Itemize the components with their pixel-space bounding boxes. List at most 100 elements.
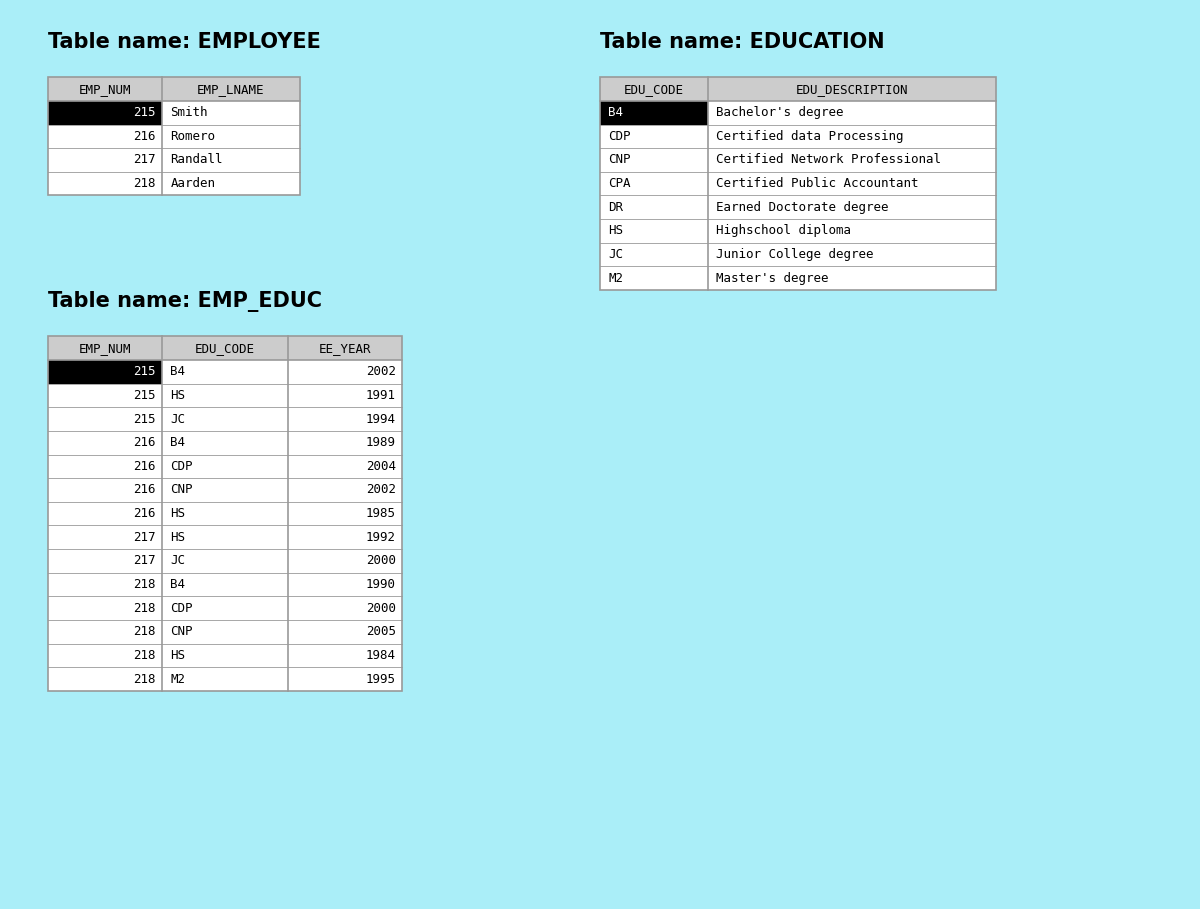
- Bar: [600, 101, 708, 125]
- Text: CNP: CNP: [170, 484, 193, 496]
- Bar: [162, 549, 288, 573]
- Text: Table name: EDUCATION: Table name: EDUCATION: [600, 32, 884, 52]
- Text: B4: B4: [608, 106, 624, 119]
- Text: 2002: 2002: [366, 365, 396, 378]
- Text: 218: 218: [133, 649, 156, 662]
- Text: Highschool diploma: Highschool diploma: [716, 225, 852, 237]
- Text: Master's degree: Master's degree: [716, 272, 829, 285]
- Bar: [288, 407, 402, 431]
- Text: B4: B4: [170, 365, 186, 378]
- Bar: [600, 243, 708, 266]
- Bar: [48, 407, 162, 431]
- Bar: [48, 148, 162, 172]
- Text: DR: DR: [608, 201, 624, 214]
- Bar: [48, 478, 162, 502]
- Bar: [708, 266, 996, 290]
- Text: HS: HS: [170, 531, 186, 544]
- Bar: [48, 502, 162, 525]
- Bar: [48, 336, 402, 360]
- Text: B4: B4: [170, 436, 186, 449]
- Bar: [708, 243, 996, 266]
- Text: 1994: 1994: [366, 413, 396, 425]
- Text: HS: HS: [170, 649, 186, 662]
- Text: EMP_NUM: EMP_NUM: [79, 83, 131, 95]
- Bar: [162, 125, 300, 148]
- Text: CDP: CDP: [170, 460, 193, 473]
- Text: 1985: 1985: [366, 507, 396, 520]
- Bar: [48, 667, 162, 691]
- Text: Earned Doctorate degree: Earned Doctorate degree: [716, 201, 889, 214]
- Text: M2: M2: [608, 272, 624, 285]
- Text: Certified data Processing: Certified data Processing: [716, 130, 904, 143]
- Text: 215: 215: [133, 365, 156, 378]
- Text: 216: 216: [133, 460, 156, 473]
- Bar: [48, 336, 402, 691]
- Bar: [162, 148, 300, 172]
- Text: 2005: 2005: [366, 625, 396, 638]
- Bar: [288, 478, 402, 502]
- Text: JC: JC: [170, 554, 186, 567]
- Text: 217: 217: [133, 154, 156, 166]
- Bar: [48, 573, 162, 596]
- Bar: [162, 596, 288, 620]
- Text: 216: 216: [133, 484, 156, 496]
- Text: 218: 218: [133, 177, 156, 190]
- Text: 1984: 1984: [366, 649, 396, 662]
- Text: 218: 218: [133, 625, 156, 638]
- Bar: [162, 454, 288, 478]
- Text: EMP_LNAME: EMP_LNAME: [197, 83, 265, 95]
- Bar: [162, 644, 288, 667]
- Text: HS: HS: [170, 507, 186, 520]
- Text: CNP: CNP: [170, 625, 193, 638]
- Text: 215: 215: [133, 389, 156, 402]
- Text: EDU_CODE: EDU_CODE: [624, 83, 684, 95]
- Text: Certified Public Accountant: Certified Public Accountant: [716, 177, 919, 190]
- Bar: [48, 384, 162, 407]
- Text: Romero: Romero: [170, 130, 216, 143]
- Bar: [48, 454, 162, 478]
- Text: 217: 217: [133, 531, 156, 544]
- Bar: [162, 478, 288, 502]
- Bar: [288, 525, 402, 549]
- Bar: [48, 431, 162, 454]
- Text: 217: 217: [133, 554, 156, 567]
- Bar: [162, 407, 288, 431]
- Bar: [48, 77, 300, 195]
- Text: 1995: 1995: [366, 673, 396, 685]
- Text: 216: 216: [133, 130, 156, 143]
- Bar: [600, 266, 708, 290]
- Text: 216: 216: [133, 507, 156, 520]
- Bar: [288, 596, 402, 620]
- Bar: [600, 148, 708, 172]
- Bar: [708, 195, 996, 219]
- Text: Smith: Smith: [170, 106, 208, 119]
- Bar: [600, 77, 996, 290]
- Text: EDU_DESCRIPTION: EDU_DESCRIPTION: [796, 83, 908, 95]
- Bar: [48, 101, 162, 125]
- Text: Aarden: Aarden: [170, 177, 216, 190]
- Text: CPA: CPA: [608, 177, 631, 190]
- Bar: [162, 431, 288, 454]
- Text: EDU_CODE: EDU_CODE: [194, 342, 256, 355]
- Bar: [162, 667, 288, 691]
- Bar: [708, 101, 996, 125]
- Text: 218: 218: [133, 673, 156, 685]
- Text: Randall: Randall: [170, 154, 223, 166]
- Text: 2002: 2002: [366, 484, 396, 496]
- Bar: [48, 525, 162, 549]
- Text: 218: 218: [133, 602, 156, 614]
- Bar: [48, 125, 162, 148]
- Bar: [162, 172, 300, 195]
- Bar: [288, 667, 402, 691]
- Text: HS: HS: [608, 225, 624, 237]
- Text: B4: B4: [170, 578, 186, 591]
- Bar: [708, 125, 996, 148]
- Text: 1991: 1991: [366, 389, 396, 402]
- Text: 218: 218: [133, 578, 156, 591]
- Text: 1992: 1992: [366, 531, 396, 544]
- Text: Table name: EMPLOYEE: Table name: EMPLOYEE: [48, 32, 320, 52]
- Bar: [600, 219, 708, 243]
- Text: 1990: 1990: [366, 578, 396, 591]
- Bar: [288, 454, 402, 478]
- Bar: [288, 573, 402, 596]
